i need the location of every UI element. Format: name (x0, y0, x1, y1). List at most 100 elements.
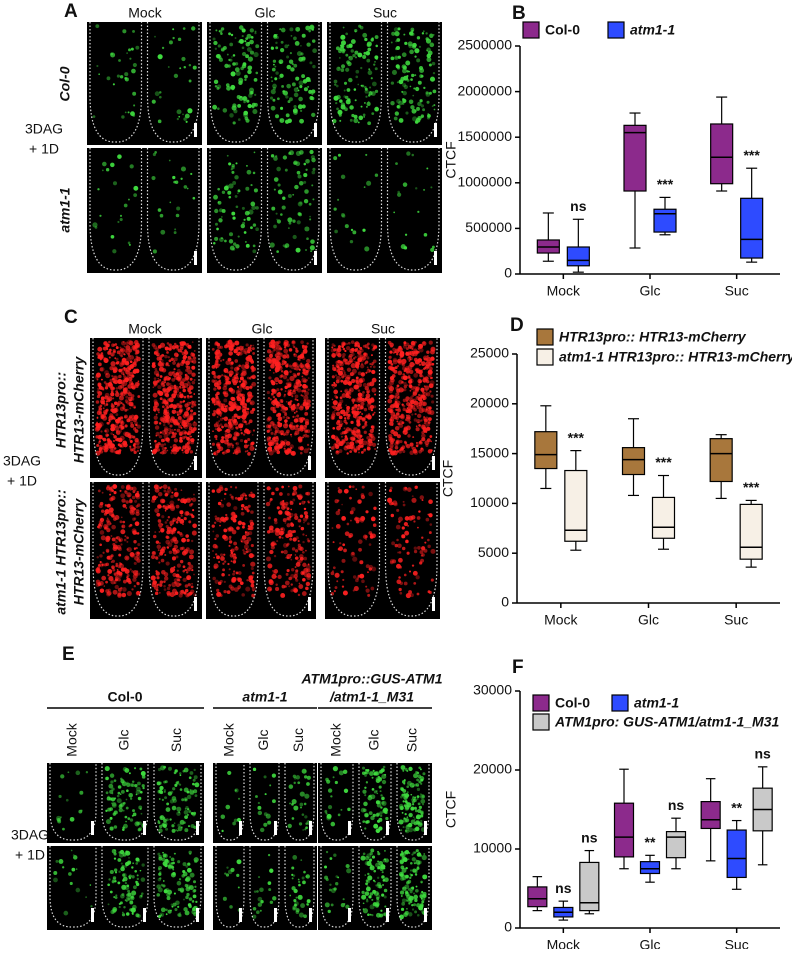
cell-signal (228, 574, 230, 576)
cell-signal (115, 540, 118, 543)
cell-signal (305, 159, 310, 164)
cell-signal (428, 590, 431, 593)
cell-signal (344, 489, 349, 494)
cell-signal (138, 797, 141, 800)
cell-signal (366, 51, 370, 55)
cell-signal (120, 894, 125, 899)
cell-signal (224, 529, 227, 532)
cell-signal (232, 573, 235, 576)
cell-signal (111, 566, 114, 569)
cell-signal (344, 82, 347, 85)
cell-signal (95, 226, 98, 229)
cell-signal (354, 115, 358, 119)
cell-signal (108, 878, 110, 880)
cell-signal (217, 424, 220, 427)
cell-signal (235, 67, 240, 72)
cell-signal (410, 386, 414, 390)
cell-signal (120, 218, 123, 221)
cell-signal (162, 546, 166, 550)
cell-signal (213, 195, 218, 200)
cell-signal (430, 248, 434, 252)
cell-signal (231, 498, 234, 501)
cell-signal (130, 552, 135, 557)
cell-signal (427, 514, 429, 516)
cell-signal (193, 356, 197, 360)
cell-signal (225, 375, 227, 377)
cell-signal (419, 561, 422, 564)
cell-signal (333, 387, 335, 389)
cell-signal (372, 414, 374, 416)
cell-signal (276, 167, 281, 172)
cell-signal (122, 587, 127, 592)
cell-signal (416, 58, 420, 62)
cell-signal (273, 404, 275, 406)
cell-signal (343, 770, 347, 774)
cell-signal (113, 435, 117, 439)
cell-signal (302, 357, 305, 360)
cell-signal (355, 488, 357, 490)
cell-signal (104, 430, 106, 432)
cell-signal (289, 370, 292, 373)
cell-signal (183, 27, 186, 30)
cell-signal (382, 809, 386, 813)
cell-signal (403, 399, 406, 402)
cell-signal (128, 793, 133, 798)
cell-signal (246, 343, 249, 346)
cell-signal (183, 423, 187, 427)
cell-signal (361, 856, 366, 861)
cell-signal (192, 439, 194, 441)
cell-signal (399, 79, 404, 84)
cell-signal (125, 342, 129, 346)
cell-signal (163, 440, 165, 442)
cell-signal (295, 27, 300, 32)
cell-signal (269, 369, 271, 371)
cell-signal (271, 432, 274, 435)
cell-signal (184, 511, 189, 516)
cell-signal (126, 578, 131, 583)
cell-signal (307, 522, 310, 525)
cell-signal (251, 544, 254, 547)
cell-signal (237, 377, 239, 379)
cell-signal (406, 151, 410, 155)
cell-signal (167, 391, 169, 393)
cell-signal (173, 799, 177, 803)
row-label: Col-0 (57, 66, 73, 101)
cell-signal (412, 436, 414, 438)
cell-signal (253, 52, 258, 57)
cell-signal (373, 824, 378, 829)
cell-signal (126, 507, 128, 509)
cell-signal (354, 385, 359, 390)
cell-signal (126, 576, 128, 578)
cell-signal (113, 350, 116, 353)
cell-signal (291, 568, 294, 571)
scale-bar (434, 251, 437, 265)
cell-signal (125, 899, 127, 901)
cell-signal (114, 797, 116, 799)
cell-signal (245, 116, 249, 120)
cell-signal (99, 543, 102, 546)
cell-signal (367, 368, 369, 370)
cell-signal (398, 101, 403, 106)
cell-signal (404, 42, 407, 45)
cell-signal (291, 530, 294, 533)
cell-signal (134, 421, 138, 425)
cell-signal (231, 419, 233, 421)
cell-signal (215, 359, 218, 362)
cell-signal (420, 388, 424, 392)
cell-signal (164, 443, 167, 446)
cell-signal (331, 346, 333, 348)
cell-signal (130, 818, 133, 821)
cell-signal (417, 379, 422, 384)
cell-signal (382, 801, 387, 806)
scale-bar (432, 456, 435, 470)
cell-signal (360, 364, 364, 368)
cell-signal (302, 769, 307, 774)
cell-signal (371, 397, 374, 400)
cell-signal (425, 364, 429, 368)
cell-signal (366, 589, 370, 593)
cell-signal (53, 871, 57, 875)
cell-signal (405, 111, 408, 114)
cell-signal (300, 903, 305, 908)
cell-signal (216, 589, 219, 592)
cell-signal (280, 48, 284, 52)
